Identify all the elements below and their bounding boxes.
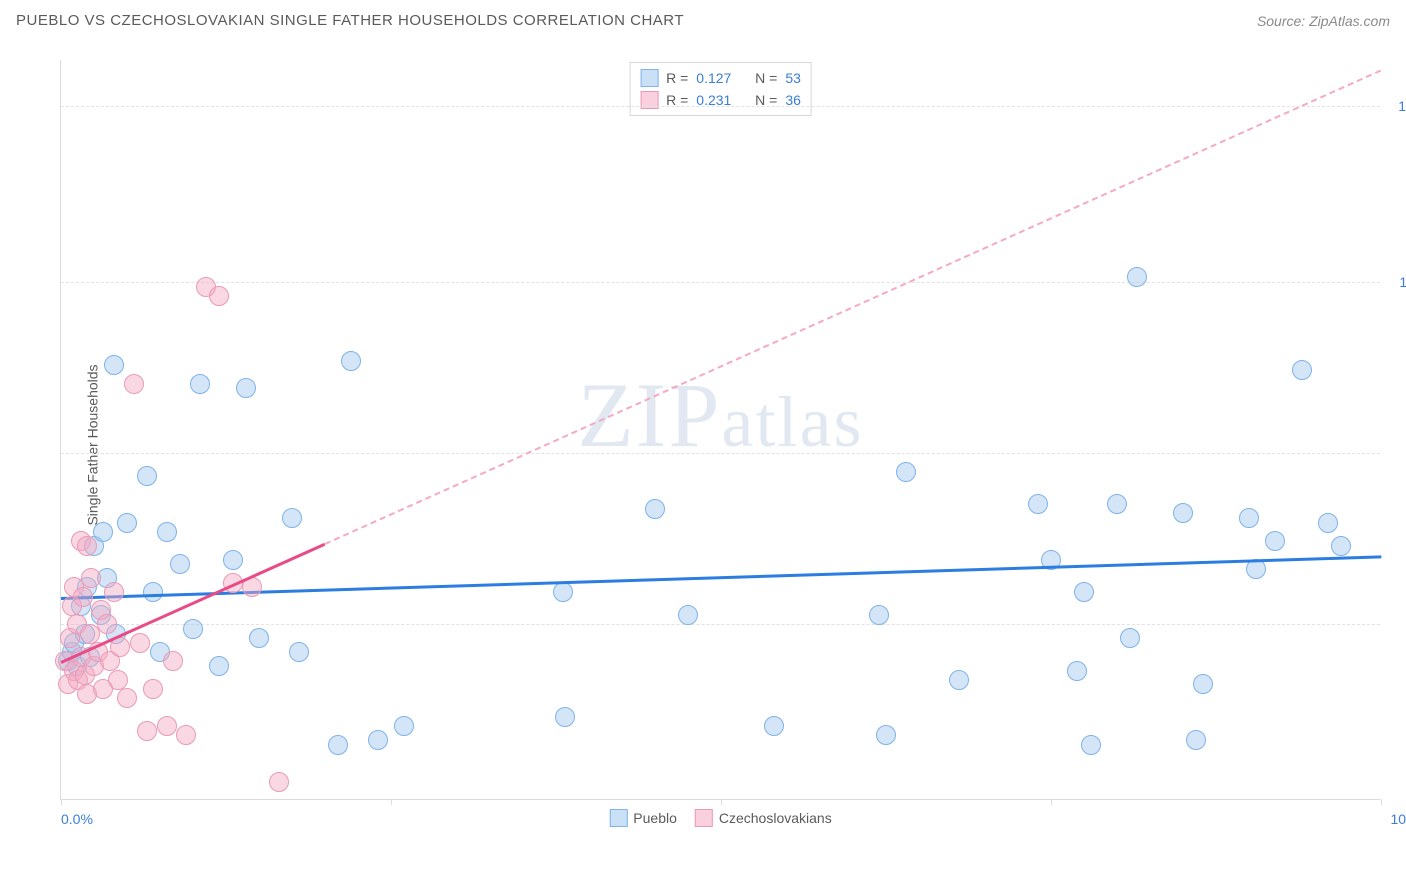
x-tick xyxy=(721,799,722,805)
y-tick-label: 15.0% xyxy=(1398,98,1406,114)
data-point xyxy=(869,605,889,625)
n-label: N = xyxy=(755,70,777,86)
watermark: ZIPatlas xyxy=(578,362,864,468)
x-axis-min-label: 0.0% xyxy=(61,811,93,827)
data-point xyxy=(143,582,163,602)
legend-item-czech: Czechoslovakians xyxy=(695,809,832,827)
x-tick xyxy=(61,799,62,805)
data-point xyxy=(896,462,916,482)
data-point xyxy=(1028,494,1048,514)
data-point xyxy=(223,550,243,570)
plot-area: ZIPatlas R = 0.127 N = 53 R = 0.231 N = … xyxy=(60,60,1380,800)
data-point xyxy=(555,707,575,727)
legend-stats-row-czech: R = 0.231 N = 36 xyxy=(640,89,801,111)
data-point xyxy=(341,351,361,371)
data-point xyxy=(764,716,784,736)
data-point xyxy=(137,721,157,741)
data-point xyxy=(289,642,309,662)
data-point xyxy=(678,605,698,625)
data-point xyxy=(1239,508,1259,528)
data-point xyxy=(1074,582,1094,602)
watermark-prefix: ZIP xyxy=(578,364,722,466)
data-point xyxy=(209,656,229,676)
data-point xyxy=(117,688,137,708)
data-point xyxy=(73,587,93,607)
data-point xyxy=(176,725,196,745)
data-point xyxy=(1127,267,1147,287)
data-point xyxy=(163,651,183,671)
data-point xyxy=(1186,730,1206,750)
n-value-pueblo: 53 xyxy=(785,70,801,86)
data-point xyxy=(1173,503,1193,523)
r-value-pueblo: 0.127 xyxy=(696,70,731,86)
chart-header: PUEBLO VS CZECHOSLOVAKIAN SINGLE FATHER … xyxy=(0,0,1406,33)
data-point xyxy=(97,614,117,634)
data-point xyxy=(1265,531,1285,551)
watermark-suffix: atlas xyxy=(722,382,864,462)
data-point xyxy=(249,628,269,648)
data-point xyxy=(170,554,190,574)
trend-line xyxy=(325,69,1382,544)
data-point xyxy=(117,513,137,533)
data-point xyxy=(137,466,157,486)
data-point xyxy=(1107,494,1127,514)
grid-line xyxy=(61,453,1380,454)
data-point xyxy=(949,670,969,690)
x-tick xyxy=(391,799,392,805)
data-point xyxy=(1292,360,1312,380)
data-point xyxy=(1318,513,1338,533)
data-point xyxy=(183,619,203,639)
data-point xyxy=(645,499,665,519)
data-point xyxy=(328,735,348,755)
legend-series: Pueblo Czechoslovakians xyxy=(609,809,831,827)
data-point xyxy=(1120,628,1140,648)
legend-stats-row-pueblo: R = 0.127 N = 53 xyxy=(640,67,801,89)
data-point xyxy=(1331,536,1351,556)
data-point xyxy=(81,568,101,588)
data-point xyxy=(269,772,289,792)
data-point xyxy=(190,374,210,394)
data-point xyxy=(876,725,896,745)
legend-stats: R = 0.127 N = 53 R = 0.231 N = 36 xyxy=(629,62,812,116)
data-point xyxy=(1081,735,1101,755)
legend-item-pueblo: Pueblo xyxy=(609,809,677,827)
data-point xyxy=(124,374,144,394)
data-point xyxy=(143,679,163,699)
x-tick xyxy=(1051,799,1052,805)
x-tick xyxy=(1381,799,1382,805)
data-point xyxy=(108,670,128,690)
grid-line xyxy=(61,282,1380,283)
y-tick-label: 11.2% xyxy=(1399,274,1406,290)
data-point xyxy=(236,378,256,398)
data-point xyxy=(209,286,229,306)
chart-container: Single Father Households ZIPatlas R = 0.… xyxy=(50,50,1390,840)
data-point xyxy=(104,355,124,375)
legend-label-pueblo: Pueblo xyxy=(633,810,677,826)
data-point xyxy=(1067,661,1087,681)
legend-label-czech: Czechoslovakians xyxy=(719,810,832,826)
chart-title: PUEBLO VS CZECHOSLOVAKIAN SINGLE FATHER … xyxy=(16,12,684,29)
swatch-pueblo-icon xyxy=(640,69,658,87)
chart-source: Source: ZipAtlas.com xyxy=(1257,13,1390,29)
r-label: R = xyxy=(666,70,688,86)
data-point xyxy=(157,522,177,542)
swatch-czech-icon xyxy=(695,809,713,827)
data-point xyxy=(1193,674,1213,694)
data-point xyxy=(368,730,388,750)
data-point xyxy=(104,582,124,602)
swatch-pueblo-icon xyxy=(609,809,627,827)
data-point xyxy=(553,582,573,602)
grid-line xyxy=(61,624,1380,625)
x-axis-max-label: 100.0% xyxy=(1391,811,1406,827)
data-point xyxy=(130,633,150,653)
grid-line xyxy=(61,106,1380,107)
data-point xyxy=(93,522,113,542)
data-point xyxy=(157,716,177,736)
data-point xyxy=(77,536,97,556)
data-point xyxy=(394,716,414,736)
data-point xyxy=(282,508,302,528)
